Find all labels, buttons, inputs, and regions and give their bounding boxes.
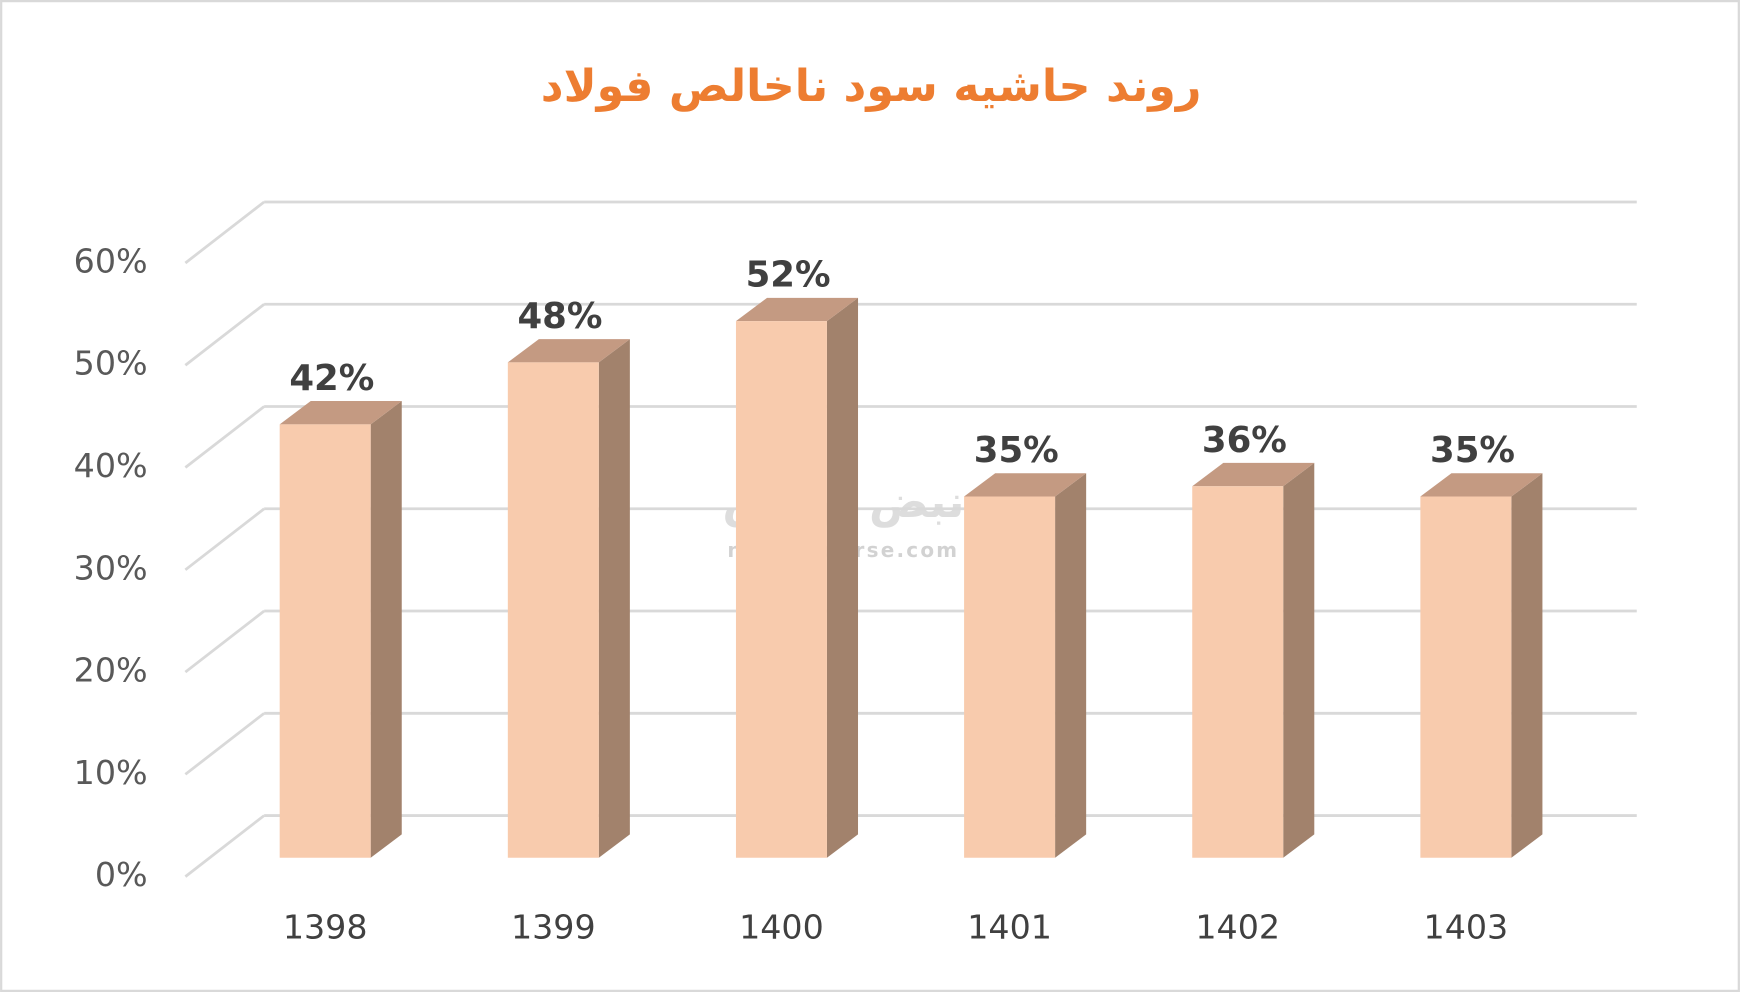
x-tick-label: 1400: [739, 907, 824, 946]
bar-side: [1055, 473, 1087, 858]
bar: [735, 297, 859, 858]
grid-line-depth: [184, 200, 265, 265]
bar-top: [735, 297, 859, 322]
y-tick-label: 50%: [74, 344, 148, 383]
bar: [507, 339, 630, 858]
bar-top: [507, 339, 630, 363]
bar: [964, 473, 1087, 858]
grid-line-depth: [184, 609, 265, 674]
x-tick-label: 1398: [283, 907, 368, 946]
y-tick-label: 40%: [74, 446, 148, 485]
value-label: 42%: [289, 358, 374, 399]
y-tick-label: 10%: [74, 753, 148, 792]
bar-top: [1192, 462, 1315, 487]
y-tick-label: 20%: [74, 651, 148, 690]
y-tick-label: 0%: [95, 855, 148, 894]
x-tick-label: 1401: [967, 907, 1052, 946]
value-label: 35%: [974, 430, 1059, 471]
grid-line-depth: [184, 814, 265, 878]
grid-line-depth: [184, 712, 265, 776]
value-label: 36%: [1202, 420, 1287, 461]
bar-front: [507, 362, 599, 858]
bar: [1420, 473, 1543, 858]
x-tick-label: 1399: [511, 907, 596, 946]
value-label: 52%: [746, 255, 831, 296]
bar-side: [1283, 462, 1315, 858]
x-tick-label: 1402: [1195, 907, 1280, 946]
bar: [1192, 462, 1315, 858]
grid-line-depth: [184, 303, 265, 367]
bar-front: [1420, 496, 1512, 858]
chart-title: روند حاشیه سود ناخالص فولاد: [541, 61, 1202, 112]
grid-line-depth: [184, 507, 265, 571]
value-label: 35%: [1430, 430, 1515, 471]
x-tick-label: 1403: [1424, 907, 1509, 946]
bar-front: [1192, 486, 1284, 858]
bar-side: [826, 297, 859, 858]
bar-front: [279, 424, 371, 858]
bar-side: [598, 339, 630, 858]
value-label: 48%: [517, 296, 602, 337]
y-tick-label: 60%: [74, 241, 148, 280]
bar-top: [1420, 473, 1543, 497]
bar-side: [1511, 473, 1543, 858]
bar-top: [279, 401, 402, 425]
grid-line-depth: [184, 405, 265, 469]
bar-front: [964, 496, 1056, 858]
bar: [279, 401, 402, 858]
bar-side: [370, 401, 402, 858]
bar-front: [735, 321, 827, 858]
y-tick-label: 30%: [74, 548, 148, 587]
bar-top: [964, 473, 1087, 497]
